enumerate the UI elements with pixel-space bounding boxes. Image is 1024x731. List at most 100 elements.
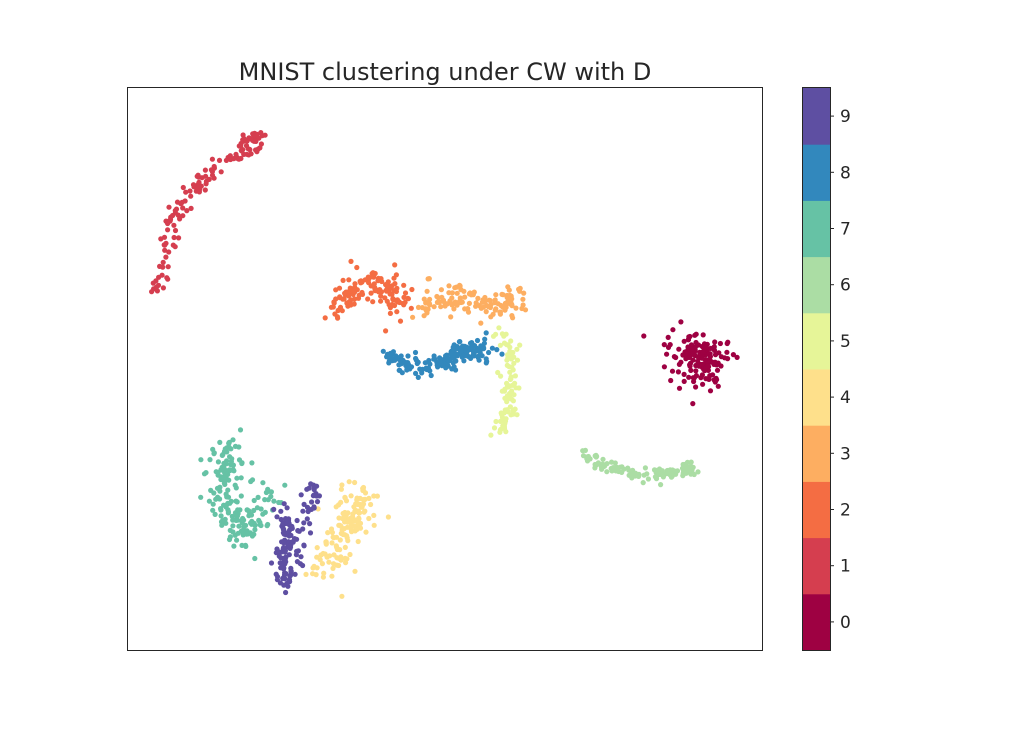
data-point-digit-3 <box>493 292 499 298</box>
colorbar-tick-label: 9 <box>840 107 851 127</box>
data-point-digit-7 <box>239 528 245 534</box>
data-point-digit-1 <box>164 275 170 281</box>
data-point-digit-9 <box>304 486 310 492</box>
data-point-digit-7 <box>223 491 229 497</box>
data-point-digit-0 <box>703 344 709 350</box>
data-point-digit-7 <box>248 520 254 526</box>
data-point-digit-2 <box>401 294 407 300</box>
data-point-digit-1 <box>170 212 176 219</box>
data-point-digit-0 <box>712 359 718 365</box>
data-point-digit-6 <box>658 482 664 488</box>
data-point-digit-8 <box>412 349 419 356</box>
data-point-digit-1 <box>253 147 259 153</box>
data-point-digit-4 <box>366 515 372 522</box>
data-point-digit-1 <box>165 220 171 227</box>
data-point-digit-8 <box>445 363 451 369</box>
data-point-digit-1 <box>160 264 166 270</box>
data-point-digit-2 <box>391 302 398 309</box>
data-point-digit-9 <box>273 571 279 577</box>
data-point-digit-2 <box>390 296 396 302</box>
data-point-digit-8 <box>384 351 391 357</box>
data-point-digit-8 <box>483 360 489 366</box>
data-point-digit-8 <box>404 367 410 373</box>
data-point-digit-2 <box>378 293 384 299</box>
data-point-digit-9 <box>307 521 313 527</box>
data-point-digit-5 <box>500 425 506 431</box>
data-point-digit-3 <box>492 307 498 313</box>
data-point-digit-8 <box>459 354 465 360</box>
data-point-digit-4 <box>357 520 364 527</box>
data-point-digit-9 <box>274 577 280 583</box>
data-point-digit-8 <box>481 340 487 346</box>
data-point-digit-4 <box>362 496 368 502</box>
data-point-digit-7 <box>232 482 238 488</box>
data-point-digit-3 <box>520 302 526 308</box>
data-point-digit-0 <box>689 346 695 352</box>
data-point-digit-7 <box>251 497 257 504</box>
data-point-digit-2 <box>378 298 384 304</box>
data-point-digit-9 <box>282 576 288 582</box>
data-point-digit-4 <box>371 493 377 499</box>
data-point-digit-1 <box>149 289 155 295</box>
data-point-digit-2 <box>405 296 411 302</box>
data-point-digit-4 <box>366 495 372 501</box>
data-point-digit-2 <box>340 277 346 283</box>
colorbar-frame <box>802 87 831 651</box>
data-point-digit-9 <box>300 526 306 532</box>
data-point-digit-8 <box>442 356 448 362</box>
data-point-digit-8 <box>413 357 419 363</box>
data-point-digit-6 <box>593 452 599 458</box>
data-point-digit-7 <box>210 507 216 513</box>
data-point-digit-7 <box>225 500 231 506</box>
data-point-digit-4 <box>320 574 326 580</box>
data-point-digit-0 <box>700 381 706 387</box>
data-point-digit-9 <box>308 481 314 487</box>
data-point-digit-2 <box>346 277 352 283</box>
data-point-digit-9 <box>278 516 284 523</box>
data-point-digit-4 <box>330 534 336 540</box>
data-point-digit-1 <box>236 156 242 162</box>
data-point-digit-6 <box>595 460 602 466</box>
data-point-digit-9 <box>294 559 300 565</box>
data-point-digit-7 <box>227 467 233 474</box>
data-point-digit-2 <box>336 285 343 291</box>
data-point-digit-1 <box>156 274 162 280</box>
data-point-digit-4 <box>321 570 327 576</box>
data-point-digit-9 <box>301 501 307 507</box>
data-point-digit-4 <box>357 501 363 507</box>
data-point-digit-3 <box>465 306 471 312</box>
data-point-digit-1 <box>206 176 212 182</box>
data-point-digit-9 <box>304 504 311 510</box>
data-point-digit-7 <box>218 513 224 519</box>
data-point-digit-3 <box>421 296 427 302</box>
data-point-digit-4 <box>329 573 335 579</box>
data-point-digit-8 <box>389 351 395 357</box>
colorbar-segment-0 <box>803 593 830 651</box>
data-point-digit-1 <box>248 151 254 157</box>
data-point-digit-4 <box>352 568 358 574</box>
data-point-digit-4 <box>318 552 324 558</box>
data-point-digit-4 <box>337 556 343 563</box>
data-point-digit-1 <box>187 188 193 194</box>
data-point-digit-4 <box>327 553 333 559</box>
data-point-digit-9 <box>286 577 293 583</box>
data-point-digit-8 <box>483 330 489 336</box>
data-point-digit-5 <box>503 429 509 435</box>
data-point-digit-5 <box>511 360 517 366</box>
data-point-digit-3 <box>435 295 441 301</box>
colorbar-segment-2 <box>803 481 830 539</box>
data-point-digit-4 <box>352 479 358 486</box>
data-point-digit-0 <box>700 349 706 355</box>
data-point-digit-2 <box>401 282 407 288</box>
data-point-digit-1 <box>248 136 254 142</box>
colorbar-tick-label: 3 <box>840 444 851 464</box>
data-point-digit-6 <box>609 459 615 465</box>
data-point-digit-1 <box>172 227 179 234</box>
data-point-digit-1 <box>202 167 208 173</box>
data-point-digit-0 <box>714 367 721 373</box>
data-point-digit-5 <box>504 362 510 368</box>
data-point-digit-7 <box>248 512 255 518</box>
data-point-digit-8 <box>427 361 433 367</box>
data-point-digit-8 <box>458 348 464 354</box>
